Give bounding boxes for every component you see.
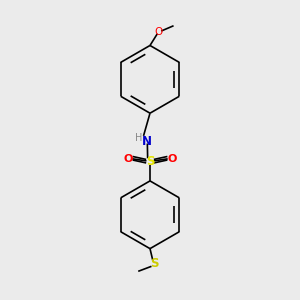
Text: H: H	[135, 133, 143, 142]
Text: O: O	[167, 154, 177, 164]
Text: N: N	[142, 135, 152, 148]
Text: O: O	[123, 154, 133, 164]
Text: O: O	[155, 27, 163, 37]
Text: S: S	[150, 257, 159, 270]
Text: S: S	[146, 155, 154, 168]
